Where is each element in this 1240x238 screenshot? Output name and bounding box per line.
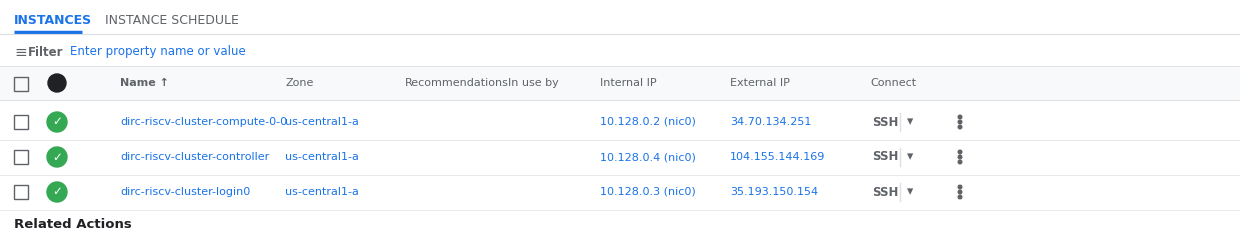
Circle shape [959,120,962,124]
Bar [14,150,29,164]
Text: ✓: ✓ [52,150,62,164]
Circle shape [959,160,962,164]
Text: External IP: External IP [730,78,790,88]
Text: 35.193.150.154: 35.193.150.154 [730,187,818,197]
Text: SSH: SSH [872,115,898,129]
Circle shape [47,182,67,202]
Text: dirc-riscv-cluster-login0: dirc-riscv-cluster-login0 [120,187,250,197]
Text: dirc-riscv-cluster-compute-0-0: dirc-riscv-cluster-compute-0-0 [120,117,288,127]
Circle shape [959,195,962,199]
Bar [14,77,29,91]
Bar [14,115,29,129]
Circle shape [959,150,962,154]
Text: SSH: SSH [872,185,898,198]
Circle shape [959,185,962,189]
Text: Filter: Filter [29,45,63,59]
Text: 104.155.144.169: 104.155.144.169 [730,152,826,162]
Text: 10.128.0.2 (nic0): 10.128.0.2 (nic0) [600,117,696,127]
Text: Related Actions: Related Actions [14,218,131,232]
Text: ✓: ✓ [52,185,62,198]
Text: Connect: Connect [870,78,916,88]
Text: Enter property name or value: Enter property name or value [69,45,246,59]
Text: In use by: In use by [508,78,559,88]
Circle shape [47,112,67,132]
Text: ▾: ▾ [906,185,913,198]
Bar [0,66,1240,100]
Circle shape [959,115,962,119]
Circle shape [959,190,962,194]
Text: SSH: SSH [872,150,898,164]
Text: INSTANCE SCHEDULE: INSTANCE SCHEDULE [105,14,239,26]
Text: ✓: ✓ [52,115,62,129]
Circle shape [48,74,66,92]
Text: 10.128.0.4 (nic0): 10.128.0.4 (nic0) [600,152,696,162]
Text: Internal IP: Internal IP [600,78,657,88]
Text: ▾: ▾ [906,150,913,164]
Text: Name ↑: Name ↑ [120,78,169,88]
Text: Recommendations: Recommendations [405,78,508,88]
Text: ≡: ≡ [14,45,27,60]
Circle shape [959,155,962,159]
Circle shape [959,125,962,129]
Text: us-central1-a: us-central1-a [285,187,358,197]
Text: ▾: ▾ [906,115,913,129]
Text: us-central1-a: us-central1-a [285,152,358,162]
Text: dirc-riscv-cluster-controller: dirc-riscv-cluster-controller [120,152,269,162]
Text: us-central1-a: us-central1-a [285,117,358,127]
Text: Zone: Zone [285,78,314,88]
Text: 10.128.0.3 (nic0): 10.128.0.3 (nic0) [600,187,696,197]
Bar [14,185,29,199]
Text: INSTANCES: INSTANCES [14,14,92,26]
Text: 34.70.134.251: 34.70.134.251 [730,117,811,127]
Circle shape [47,147,67,167]
